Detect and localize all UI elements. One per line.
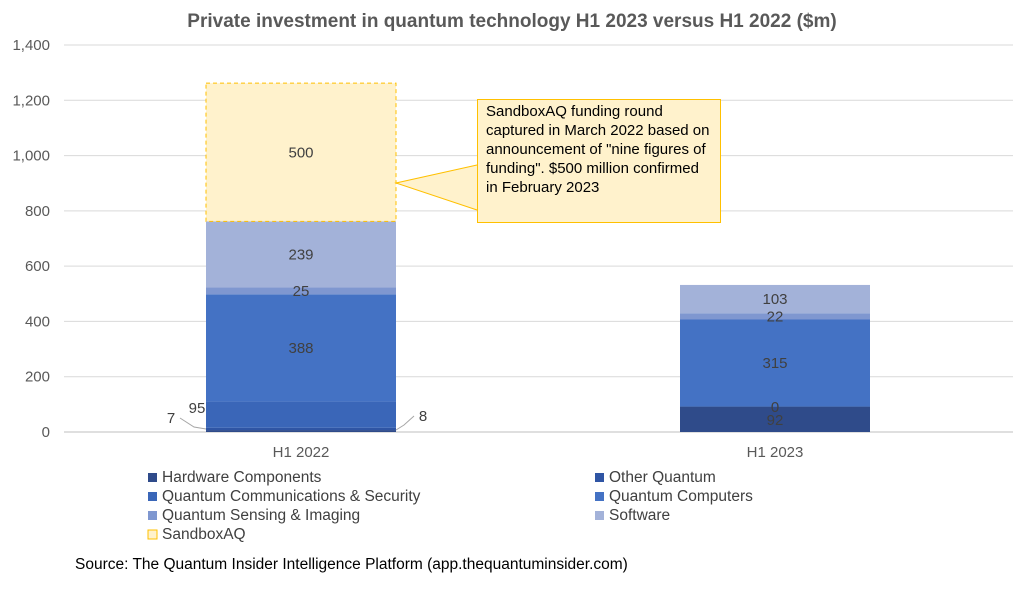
legend-entry: Hardware Components [162, 469, 322, 486]
y-tick-label: 1,200 [12, 92, 50, 109]
annotation-callout: SandboxAQ funding round captured in Marc… [477, 99, 721, 223]
legend-swatch [148, 492, 157, 501]
bar-segment [206, 401, 396, 428]
bar-segment [206, 294, 396, 402]
bar-segment [206, 430, 396, 432]
bar-segment [680, 284, 870, 314]
legend-entry: Software [609, 507, 670, 524]
x-axis: H1 2022 H1 2023 [273, 444, 804, 461]
data-label: 25 [293, 283, 310, 300]
legend-swatch [148, 511, 157, 520]
y-tick-label: 400 [25, 313, 50, 330]
bar-segment [680, 406, 870, 432]
x-tick-label: H1 2022 [273, 444, 330, 461]
bar-segment [680, 319, 870, 407]
source-note: Source: The Quantum Insider Intelligence… [75, 556, 628, 573]
y-tick-label: 1,400 [12, 37, 50, 54]
y-tick-label: 1,000 [12, 148, 50, 165]
data-label: 22 [767, 308, 784, 325]
data-label: 239 [288, 246, 313, 263]
legend-entry: Other Quantum [609, 469, 716, 486]
legend: Hardware Components Other Quantum Quantum … [147, 469, 753, 543]
data-label: 7 [167, 410, 175, 427]
legend-entry: Quantum Sensing & Imaging [162, 507, 360, 524]
legend-entry: SandboxAQ [162, 526, 246, 543]
y-tick-label: 800 [25, 203, 50, 220]
legend-swatch [595, 492, 604, 501]
legend-entry: Quantum Communications & Security [162, 488, 421, 505]
legend-swatch [595, 511, 604, 520]
data-label: 95 [189, 400, 206, 417]
bar-segment [206, 287, 396, 295]
leader-line [179, 417, 207, 430]
legend-swatch [148, 473, 157, 482]
data-label: 8 [419, 408, 427, 425]
data-label: 315 [762, 355, 787, 372]
bars [205, 82, 870, 432]
y-tick-label: 200 [25, 369, 50, 386]
bar-segment [205, 82, 397, 222]
x-tick-label: H1 2023 [747, 444, 804, 461]
callout-pointer [394, 164, 478, 211]
data-label: 388 [288, 340, 313, 357]
legend-swatch [595, 473, 604, 482]
chart-title: Private investment in quantum technology… [187, 11, 836, 32]
bar-segment [680, 313, 870, 320]
legend-swatch [147, 529, 158, 540]
y-tick-label: 600 [25, 258, 50, 275]
data-label: 0 [771, 399, 779, 416]
bar-segment [206, 221, 396, 288]
y-tick-label: 0 [42, 424, 50, 441]
leader-line [395, 415, 415, 431]
bar-segment [206, 427, 396, 431]
legend-entry: Quantum Computers [609, 488, 753, 505]
data-label: 103 [762, 291, 787, 308]
y-axis: 0 200 400 600 800 1,000 1,200 1,400 [12, 37, 50, 441]
data-label: 92 [767, 412, 784, 429]
data-label: 500 [288, 144, 313, 161]
